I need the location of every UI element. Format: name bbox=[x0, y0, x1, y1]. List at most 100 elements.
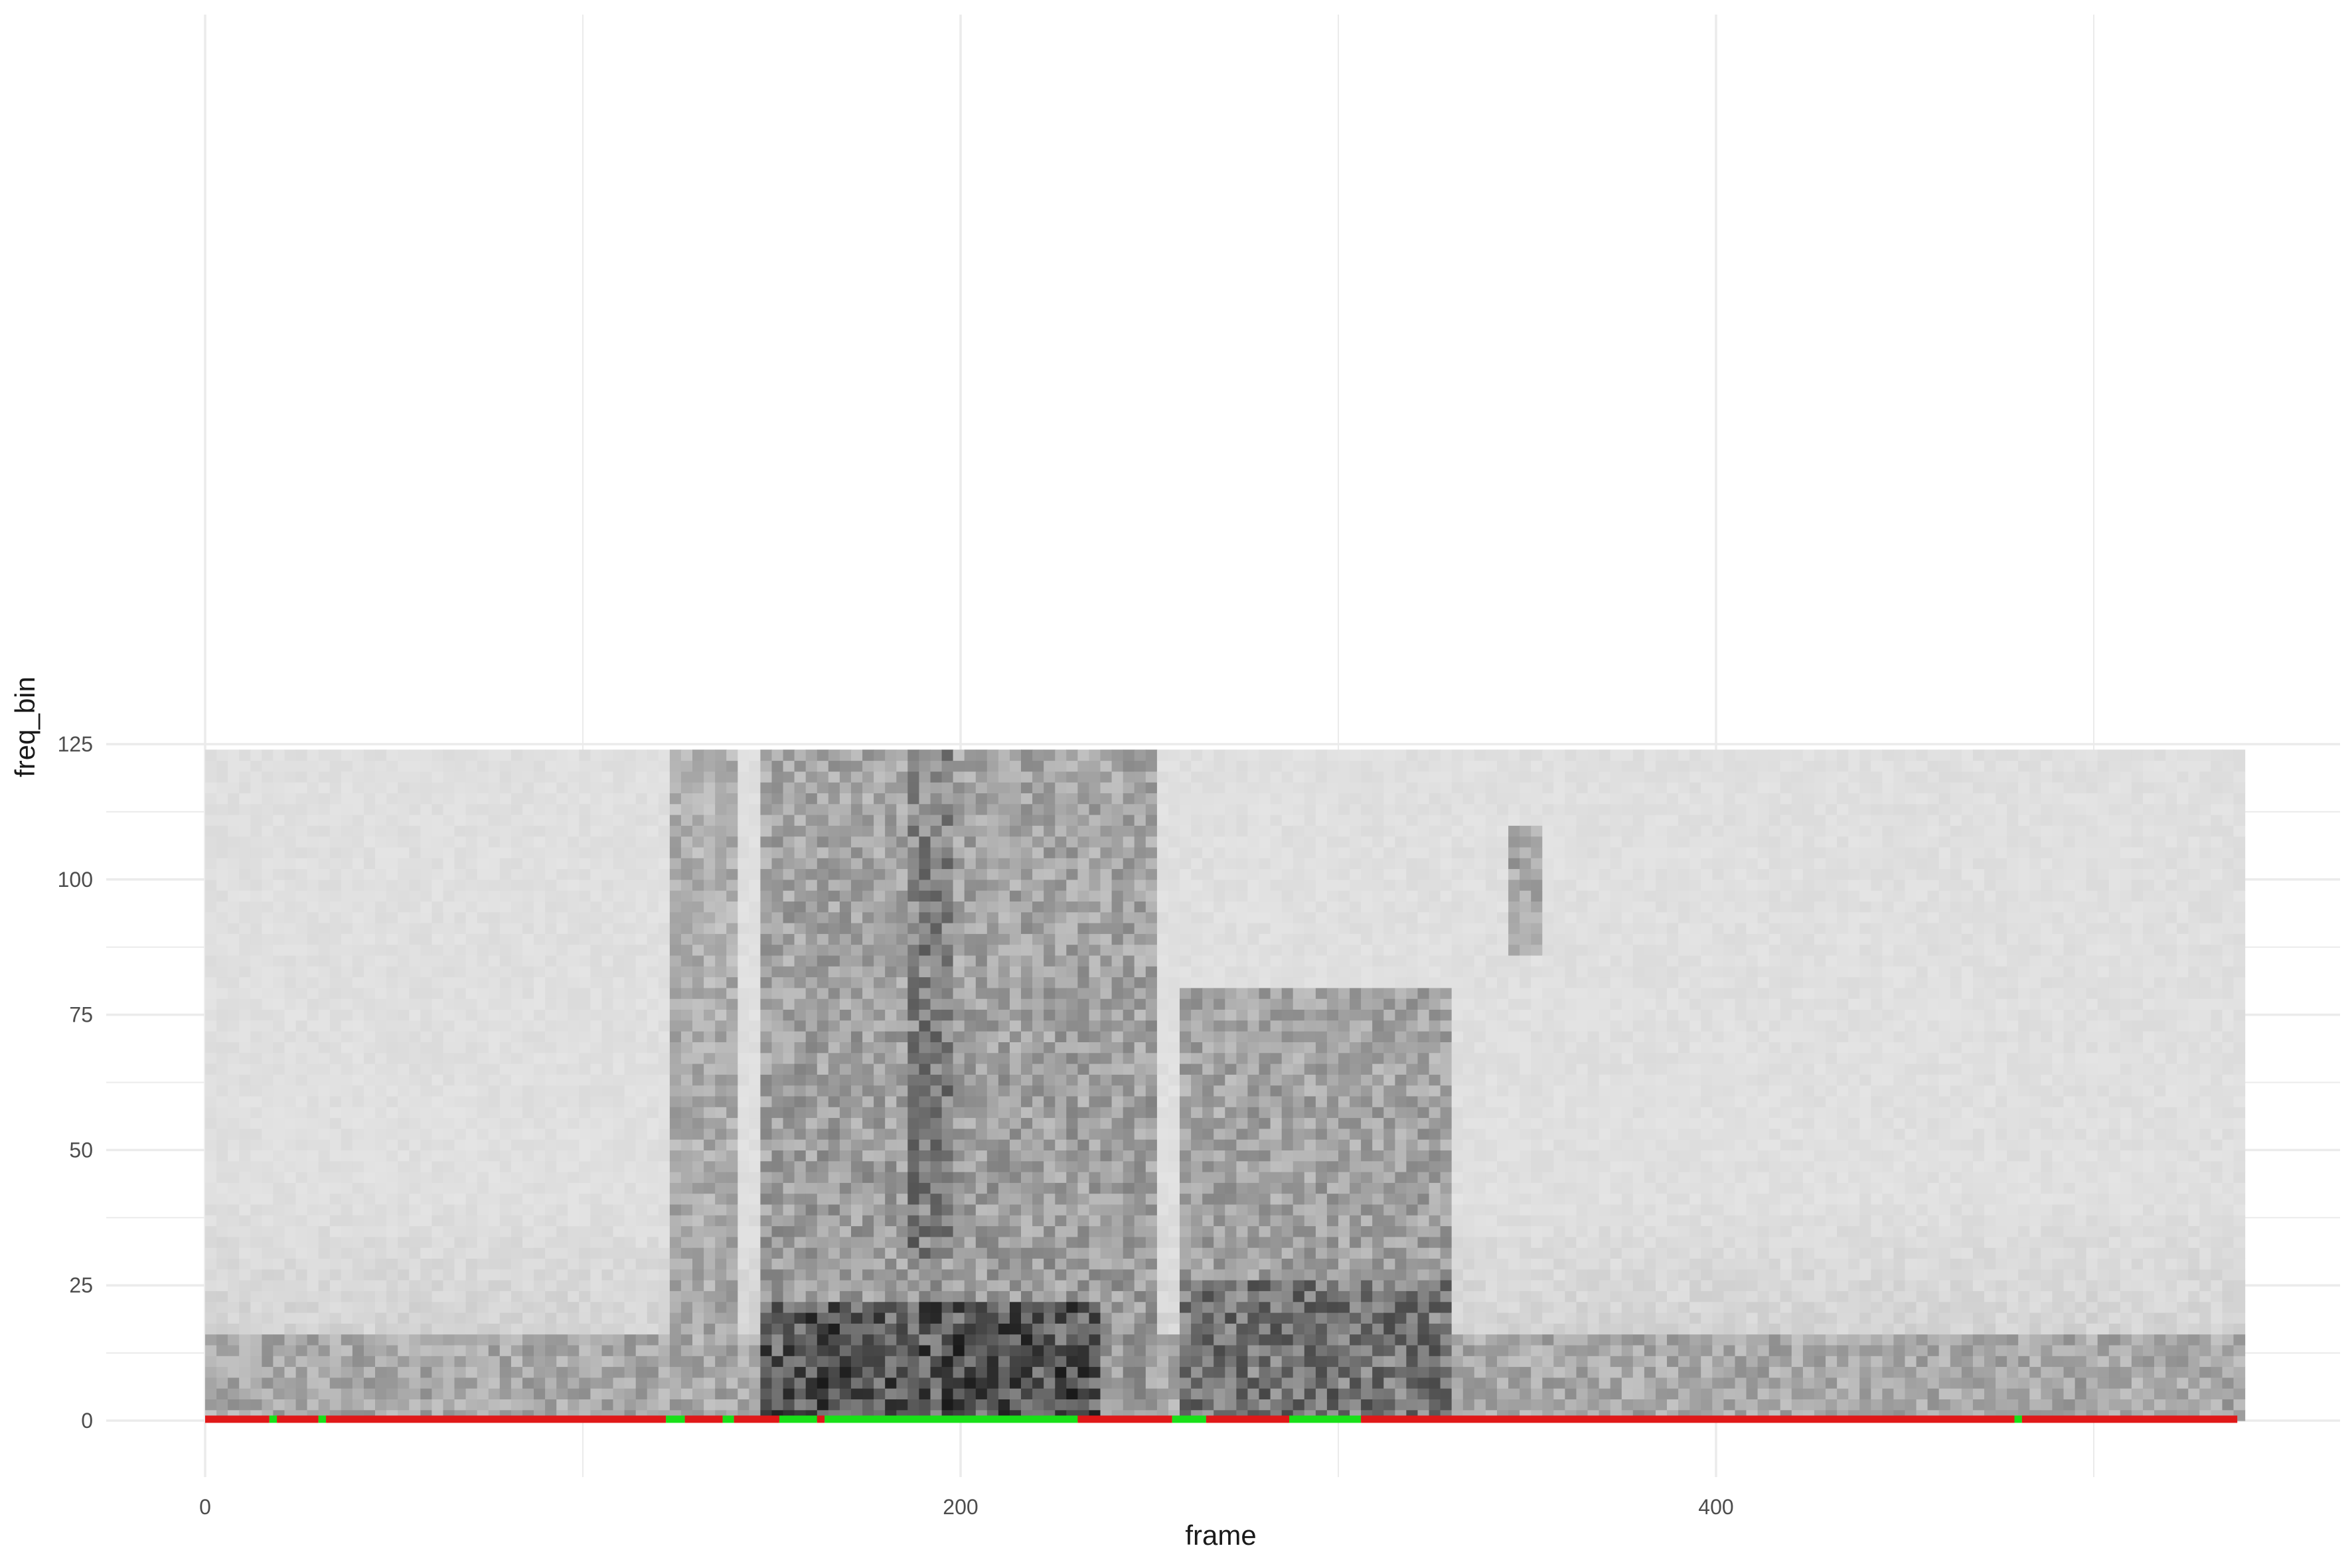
heatmap-cell bbox=[522, 1150, 534, 1162]
heatmap-cell bbox=[420, 782, 432, 793]
heatmap-cell bbox=[499, 1193, 512, 1205]
heatmap-cell bbox=[771, 1236, 784, 1248]
heatmap-cell bbox=[545, 1020, 557, 1032]
heatmap-cell bbox=[726, 1139, 738, 1150]
heatmap-cell bbox=[851, 760, 863, 772]
heatmap-cell bbox=[885, 1344, 897, 1356]
heatmap-cell bbox=[783, 1258, 795, 1270]
heatmap-cell bbox=[1077, 1366, 1090, 1378]
heatmap-cell bbox=[341, 1172, 353, 1183]
heatmap-cell bbox=[760, 911, 773, 923]
heatmap-cell bbox=[760, 1009, 773, 1021]
heatmap-cell bbox=[205, 1128, 217, 1140]
heatmap-cell bbox=[680, 933, 693, 945]
heatmap-cell bbox=[341, 933, 353, 945]
heatmap-cell bbox=[941, 825, 954, 837]
heatmap-cell bbox=[998, 793, 1010, 805]
heatmap-cell bbox=[477, 1107, 489, 1119]
heatmap-cell bbox=[545, 1182, 557, 1194]
heatmap-cell bbox=[375, 1117, 387, 1129]
heatmap-cell bbox=[228, 1074, 240, 1086]
heatmap-cell bbox=[398, 977, 410, 988]
heatmap-cell bbox=[568, 868, 580, 880]
heatmap-cell bbox=[874, 1215, 886, 1227]
heatmap-cell bbox=[375, 1236, 387, 1248]
heatmap-cell bbox=[726, 1182, 738, 1194]
heatmap-cell bbox=[738, 1236, 749, 1248]
heatmap-cell bbox=[510, 1312, 523, 1324]
heatmap-cell bbox=[975, 1031, 988, 1042]
heatmap-cell bbox=[1100, 1291, 1113, 1302]
heatmap-cell bbox=[783, 1107, 795, 1119]
heatmap-cell bbox=[228, 1193, 240, 1205]
heatmap-cell bbox=[443, 944, 455, 956]
heatmap-cell bbox=[647, 1269, 659, 1281]
heatmap-cell bbox=[907, 815, 919, 826]
heatmap-cell bbox=[454, 1204, 467, 1215]
heatmap-cell bbox=[953, 977, 965, 988]
heatmap-cell bbox=[885, 760, 897, 772]
heatmap-cell bbox=[205, 1225, 217, 1237]
heatmap-cell bbox=[658, 1269, 670, 1281]
heatmap-cell bbox=[817, 749, 829, 761]
heatmap-cell bbox=[307, 1323, 319, 1335]
heatmap-cell bbox=[465, 1009, 478, 1021]
heatmap-cell bbox=[760, 1085, 773, 1097]
heatmap-cell bbox=[964, 879, 977, 891]
heatmap-cell bbox=[919, 1215, 931, 1227]
heatmap-cell bbox=[1100, 944, 1113, 956]
heatmap-cell bbox=[783, 1193, 795, 1205]
heatmap-cell bbox=[318, 1399, 331, 1411]
heatmap-cell bbox=[1066, 1291, 1078, 1302]
heatmap-cell bbox=[431, 1074, 444, 1086]
heatmap-cell bbox=[1055, 868, 1067, 880]
heatmap-cell bbox=[318, 1063, 331, 1075]
heatmap-cell bbox=[647, 966, 659, 978]
heatmap-cell bbox=[1089, 1193, 1101, 1205]
heatmap-cell bbox=[613, 1085, 625, 1097]
heatmap-cell bbox=[624, 1225, 637, 1237]
heatmap-cell bbox=[1089, 1399, 1101, 1411]
heatmap-cell bbox=[239, 1301, 251, 1313]
heatmap-cell bbox=[1044, 1258, 1056, 1270]
heatmap-cell bbox=[545, 1344, 557, 1356]
heatmap-cell bbox=[443, 1312, 455, 1324]
heatmap-cell bbox=[783, 955, 795, 967]
heatmap-cell bbox=[488, 1334, 501, 1346]
heatmap-cell bbox=[341, 1160, 353, 1172]
heatmap-cell bbox=[692, 901, 704, 913]
heatmap-cell bbox=[964, 1031, 977, 1042]
heatmap-cell bbox=[715, 1009, 727, 1021]
heatmap-cell bbox=[205, 1095, 217, 1107]
heatmap-cell bbox=[647, 1236, 659, 1248]
heatmap-cell bbox=[534, 825, 546, 837]
heatmap-cell bbox=[420, 1107, 432, 1119]
heatmap-cell bbox=[704, 858, 716, 870]
heatmap-cell bbox=[284, 858, 297, 870]
heatmap-cell bbox=[953, 1344, 965, 1356]
heatmap-cell bbox=[398, 858, 410, 870]
heatmap-cell bbox=[726, 858, 738, 870]
heatmap-cell bbox=[1044, 1031, 1056, 1042]
heatmap-cell bbox=[601, 944, 614, 956]
heatmap-cell bbox=[669, 1150, 682, 1162]
heatmap-cell bbox=[805, 1042, 818, 1054]
heatmap-cell bbox=[704, 1247, 716, 1259]
heatmap-cell bbox=[477, 1366, 489, 1378]
heatmap-cell bbox=[839, 1258, 852, 1270]
heatmap-cell bbox=[341, 1117, 353, 1129]
heatmap-cell bbox=[1032, 879, 1044, 891]
heatmap-cell bbox=[839, 1150, 852, 1162]
heatmap-cell bbox=[874, 901, 886, 913]
heatmap-cell bbox=[692, 955, 704, 967]
heatmap-cell bbox=[590, 1182, 603, 1194]
heatmap-cell bbox=[749, 1388, 761, 1399]
heatmap-cell bbox=[534, 868, 546, 880]
heatmap-cell bbox=[805, 1258, 818, 1270]
heatmap-cell bbox=[794, 782, 807, 793]
heatmap-cell bbox=[352, 1377, 364, 1389]
heatmap-cell bbox=[386, 749, 398, 761]
heatmap-cell bbox=[228, 1388, 240, 1399]
heatmap-cell bbox=[284, 1074, 297, 1086]
heatmap-cell bbox=[556, 1356, 568, 1368]
